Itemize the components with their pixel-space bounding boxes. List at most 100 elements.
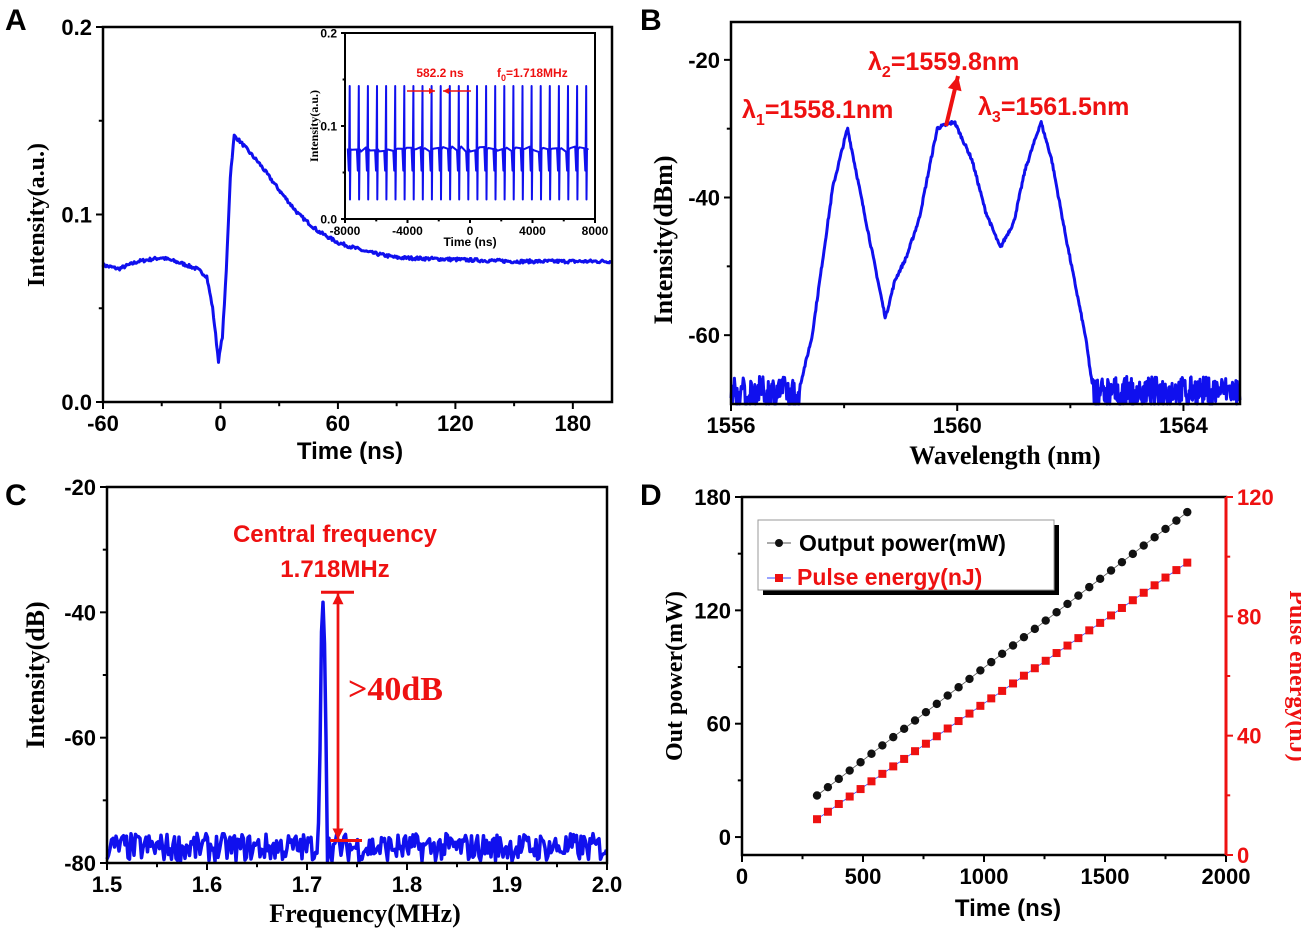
y-tick-label: 60 xyxy=(707,712,731,737)
energy-point xyxy=(1139,588,1148,597)
power-point xyxy=(1183,507,1192,517)
y-tick-label: 180 xyxy=(694,485,731,510)
panel-a-ylabel: Intensity(a.u.) xyxy=(24,143,50,287)
legend: Output power(mW) Pulse energy(nJ) xyxy=(757,519,1059,595)
y-tick-label: 80 xyxy=(1237,604,1261,629)
energy-point xyxy=(954,717,963,726)
peak-label-value: =1558.1nm xyxy=(765,96,894,124)
panel-letter: C xyxy=(5,479,27,512)
x-tick-label: 0 xyxy=(467,224,474,238)
x-tick-label: 1564 xyxy=(1159,413,1209,438)
inset-freq-prefix: f xyxy=(497,66,502,80)
y-tick-label: -20 xyxy=(64,475,96,500)
energy-point xyxy=(943,724,952,733)
energy-point xyxy=(1052,649,1061,658)
x-tick-label: 8000 xyxy=(582,224,609,238)
energy-point xyxy=(867,777,876,786)
y-tick-label: 120 xyxy=(1237,485,1274,510)
energy-point xyxy=(1019,671,1028,680)
x-tick-label: 60 xyxy=(326,411,350,436)
power-point xyxy=(823,782,833,792)
panel-letter: A xyxy=(5,4,27,37)
y-tick-label: 0.0 xyxy=(320,212,337,226)
peak-label-1: λ1=1558.1nm xyxy=(742,96,893,129)
y-tick-label: 0.1 xyxy=(61,202,92,227)
peak-label-symbol: λ xyxy=(742,96,756,124)
power-point xyxy=(1117,557,1127,567)
central-frequency-label: Central frequency xyxy=(233,521,438,548)
energy-point xyxy=(813,815,822,824)
power-point xyxy=(1172,516,1181,525)
energy-point xyxy=(1009,679,1018,688)
power-point xyxy=(1106,566,1116,575)
peak-label-symbol: λ xyxy=(978,93,992,121)
power-point xyxy=(856,758,865,767)
inset-period-label: 582.2 ns xyxy=(416,66,464,80)
panel-a-xlabel: Time (ns) xyxy=(297,438,403,465)
energy-point xyxy=(911,747,920,756)
power-point xyxy=(1019,632,1029,642)
power-point xyxy=(899,724,909,734)
inset-period-arrow-left-head xyxy=(443,88,449,94)
energy-point xyxy=(1150,581,1159,590)
energy-point xyxy=(878,769,887,778)
snr-arrow-up-head xyxy=(332,593,344,605)
y-tick-label: 0.2 xyxy=(61,15,92,40)
legend-power-marker xyxy=(775,539,783,547)
power-point xyxy=(1008,641,1018,650)
panel-c-rf-curve xyxy=(105,600,609,864)
energy-point xyxy=(1183,558,1192,567)
y-tick-label: 0.2 xyxy=(320,26,337,40)
x-tick-label: 1.8 xyxy=(392,872,423,897)
energy-point xyxy=(998,686,1007,695)
inset-background xyxy=(345,33,595,219)
energy-point xyxy=(1041,656,1050,665)
energy-point xyxy=(1117,603,1126,612)
y-tick-label: -60 xyxy=(64,726,96,751)
y-tick-label: 0.0 xyxy=(61,390,92,415)
power-point xyxy=(1041,616,1050,625)
panel-d-ylabel-right: Pulse energy(nJ) xyxy=(1284,590,1301,761)
panel-b-ylabel: Intensity(dBm) xyxy=(649,155,678,324)
panel-b-xlabel: Wavelength (nm) xyxy=(909,441,1100,470)
power-point xyxy=(878,741,887,750)
power-point xyxy=(954,683,963,692)
energy-point xyxy=(823,807,832,816)
x-tick-label: 1.9 xyxy=(492,872,523,897)
y-tick-label: 0 xyxy=(719,825,731,850)
y-tick-label: 120 xyxy=(694,598,731,623)
panel-a-pulse-curve xyxy=(101,133,614,364)
power-point xyxy=(910,716,920,725)
x-tick-label: 1000 xyxy=(960,864,1009,889)
x-tick-label: 500 xyxy=(845,864,882,889)
power-point xyxy=(812,791,822,800)
x-tick-label: 1556 xyxy=(707,413,756,438)
legend-power-label: Output power(mW) xyxy=(799,530,1006,556)
power-point xyxy=(1150,533,1159,542)
x-tick-label: 120 xyxy=(437,411,474,436)
legend-energy-label: Pulse energy(nJ) xyxy=(797,564,982,590)
x-tick-label: 2000 xyxy=(1202,864,1251,889)
x-tick-label: -8000 xyxy=(330,224,361,238)
power-point xyxy=(867,749,876,758)
y-tick-label: -60 xyxy=(688,323,720,348)
inset-freq-value: =1.718MHz xyxy=(506,66,568,80)
power-point xyxy=(987,657,996,667)
peak-label-3: λ3=1561.5nm xyxy=(978,93,1129,126)
energy-point xyxy=(987,694,996,703)
inset-period-arrow-right-head xyxy=(429,88,435,94)
panel-d-ylabel-left: Out power(mW) xyxy=(662,591,688,761)
power-point xyxy=(1052,608,1061,617)
power-point xyxy=(997,649,1007,659)
y-tick-label: -80 xyxy=(64,851,96,876)
x-tick-label: 4000 xyxy=(519,224,546,238)
energy-point xyxy=(965,709,974,718)
power-point xyxy=(921,707,931,717)
inset-freq-sub: 0 xyxy=(501,73,506,83)
x-tick-label: 1500 xyxy=(1081,864,1130,889)
energy-point xyxy=(834,799,843,808)
power-point xyxy=(965,674,974,684)
power-point xyxy=(1063,599,1072,609)
y-tick-label: -40 xyxy=(64,600,96,625)
